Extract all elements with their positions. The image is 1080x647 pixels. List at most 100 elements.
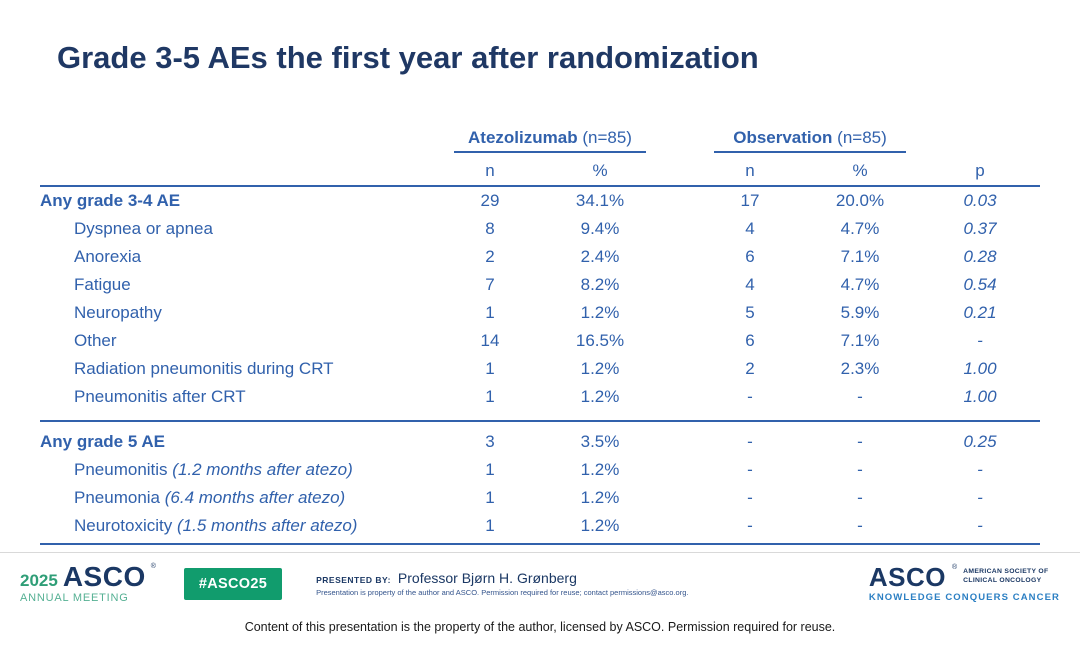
- ae-value: 14: [480, 331, 500, 350]
- ae-value: 4: [745, 275, 755, 294]
- ae-value: 2.3%: [840, 359, 880, 378]
- ae-table-row: Fatigue 7 8.2% 4 4.7% 0.54: [40, 271, 1040, 299]
- col-header-n-observation: n: [700, 157, 800, 187]
- ae-value: 2.4%: [580, 247, 620, 266]
- group-name: Observation: [733, 128, 833, 147]
- slide-footer: 2025 ASCO ® ANNUAL MEETING #ASCO25 PRESE…: [0, 552, 1080, 614]
- p-value: 0.28: [963, 247, 997, 266]
- ae-label: Neuropathy: [74, 303, 162, 322]
- ae-value: 1: [485, 488, 495, 507]
- ae-value: -: [857, 460, 863, 479]
- meeting-year: 2025: [20, 571, 58, 590]
- ae-value: 9.4%: [580, 219, 620, 238]
- ae-value: 4.7%: [840, 219, 880, 238]
- ae-value: 7.1%: [840, 247, 880, 266]
- ae-value: 17: [740, 191, 760, 210]
- ae-table: Atezolizumab (n=85) Observation (n=85): [40, 124, 1040, 545]
- column-gap: [660, 243, 700, 271]
- ae-value: 1.2%: [580, 460, 620, 479]
- ae-value: 3.5%: [540, 420, 660, 456]
- group-header-observation: Observation (n=85): [700, 124, 920, 157]
- ae-value: -: [747, 387, 753, 406]
- permission-line: Presentation is property of the author a…: [316, 587, 689, 597]
- presented-by-label: PRESENTED BY:: [316, 574, 391, 585]
- ae-value: 1.2%: [540, 512, 660, 545]
- ae-table-row: Other 14 16.5% 6 7.1% -: [40, 327, 1040, 355]
- ae-table-row: Dyspnea or apnea 8 9.4% 4 4.7% 0.37: [40, 215, 1040, 243]
- col-header-n-atezolizumab: n: [440, 157, 540, 187]
- asco-society-logo: ASCO ® AMERICAN SOCIETY OF CLINICAL ONCO…: [869, 564, 1060, 603]
- ae-table-row: Pneumonitis (1.2 months after atezo) 1 1.2…: [40, 456, 1040, 484]
- column-gap: [660, 484, 700, 512]
- ae-value: -: [800, 420, 920, 456]
- ae-value: 1: [440, 512, 540, 545]
- empty-header-cell: [40, 124, 440, 157]
- column-gap: [660, 157, 700, 187]
- asco-tagline: KNOWLEDGE CONQUERS CANCER: [868, 592, 1060, 604]
- ae-value: 8.2%: [580, 275, 620, 294]
- column-gap: [660, 327, 700, 355]
- ae-value: 1.2%: [580, 488, 620, 507]
- asco-wordmark: ASCO: [62, 561, 146, 592]
- ae-label: Neurotoxicity (1.5 months after atezo): [40, 512, 440, 545]
- ae-label: Pneumonitis (1.2 months after atezo): [74, 460, 353, 479]
- ae-table-row: Neuropathy 1 1.2% 5 5.9% 0.21: [40, 299, 1040, 327]
- ae-value: 1: [485, 387, 495, 406]
- ae-value: -: [800, 512, 920, 545]
- ae-value: 2: [485, 247, 495, 266]
- p-value: 0.37: [963, 219, 997, 238]
- ae-value: 6: [745, 247, 755, 266]
- ae-value: -: [747, 460, 753, 479]
- ae-label: Pneumonia (6.4 months after atezo): [74, 488, 346, 507]
- ae-value: 6: [745, 331, 755, 350]
- ae-value: 1: [485, 359, 495, 378]
- p-value: -: [977, 488, 983, 507]
- group-n: (n=85): [837, 128, 887, 147]
- ae-table-container: Atezolizumab (n=85) Observation (n=85): [40, 124, 1040, 545]
- col-header-p: p: [920, 157, 1040, 187]
- group-header-atezolizumab: Atezolizumab (n=85): [440, 124, 660, 157]
- presented-by-block: PRESENTED BY: Professor Bjørn H. Grønber…: [316, 571, 688, 597]
- ae-value: 1.2%: [580, 303, 620, 322]
- ae-value: 4.7%: [840, 275, 880, 294]
- p-value: -: [920, 512, 1040, 545]
- ae-value: 5.9%: [840, 303, 880, 322]
- ae-value: -: [700, 420, 800, 456]
- grade-3-4-section: Any grade 3-4 AE 29 34.1% 17 20.0% 0.03 Dyspne…: [40, 186, 1040, 421]
- column-gap: [660, 124, 700, 157]
- col-header-pct-atezolizumab: %: [540, 157, 660, 187]
- annual-meeting-label: ANNUAL MEETING: [20, 592, 129, 604]
- ae-label: Radiation pneumonitis during CRT: [74, 359, 334, 378]
- ae-value: 7.1%: [840, 331, 880, 350]
- content-disclaimer: Content of this presentation is the prop…: [244, 620, 836, 634]
- ae-value: -: [747, 488, 753, 507]
- column-gap: [660, 215, 700, 243]
- ae-value: 1: [485, 303, 495, 322]
- p-value: 0.21: [963, 303, 997, 322]
- p-value: -: [977, 331, 983, 350]
- society-line2: CLINICAL ONCOLOGY: [963, 577, 1042, 585]
- slide-title: Grade 3-5 AEs the first year after rando…: [57, 40, 759, 75]
- column-gap: [660, 186, 700, 215]
- column-gap: [660, 383, 700, 421]
- ae-value: 5: [745, 303, 755, 322]
- ae-value: 3: [440, 420, 540, 456]
- ae-value: 7: [485, 275, 495, 294]
- ae-label: Any grade 5 AE: [40, 420, 440, 456]
- ae-table-row: Any grade 3-4 AE 29 34.1% 17 20.0% 0.03: [40, 186, 1040, 215]
- ae-value: 1.2%: [580, 359, 620, 378]
- ae-label: Anorexia: [74, 247, 142, 266]
- presenter-name: Professor Bjørn H. Grønberg: [397, 569, 577, 586]
- ae-table-row: Pneumonia (6.4 months after atezo) 1 1.2% -…: [40, 484, 1040, 512]
- column-gap: [660, 420, 700, 456]
- ae-table-row: Radiation pneumonitis during CRT 1 1.2% 2 2.…: [40, 355, 1040, 383]
- empty-header-cell: [920, 124, 1040, 157]
- grade-5-section: Any grade 5 AE 3 3.5% - -0.25 Pneumonitis (1.…: [40, 420, 1040, 545]
- ae-label: Dyspnea or apnea: [74, 219, 213, 238]
- ae-value: 1: [485, 460, 495, 479]
- ae-value: 2: [745, 359, 755, 378]
- column-gap: [660, 512, 700, 545]
- ae-value: 1.2%: [580, 387, 620, 406]
- ae-label-note: (6.4 months after atezo): [160, 488, 346, 507]
- ae-value: 16.5%: [575, 331, 625, 350]
